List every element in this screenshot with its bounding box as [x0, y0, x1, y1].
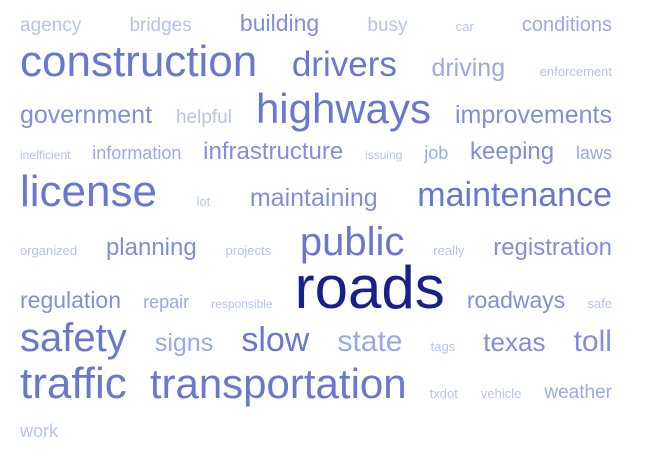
- cloud-word: slow: [241, 321, 310, 359]
- cloud-line: license lot maintaining maintenance: [20, 170, 612, 214]
- cloud-line: organized planning projects public reall…: [20, 222, 612, 262]
- cloud-word: license: [20, 167, 157, 216]
- cloud-line: inefficient information infrastructure i…: [20, 140, 612, 164]
- cloud-word: driving: [431, 54, 506, 82]
- cloud-word: information: [92, 143, 182, 163]
- cloud-word: laws: [575, 143, 612, 163]
- cloud-word: safety: [20, 316, 127, 360]
- cloud-word: toll: [573, 325, 612, 358]
- cloud-line: work: [20, 422, 612, 440]
- cloud-word: keeping: [470, 138, 555, 165]
- cloud-word: repair: [143, 292, 190, 312]
- cloud-word: registration: [493, 234, 612, 261]
- cloud-word: building: [239, 10, 320, 36]
- cloud-line: agency bridges building busy car conditi…: [20, 10, 612, 36]
- cloud-word: really: [433, 243, 465, 258]
- cloud-line: regulation repair responsible roads road…: [20, 258, 612, 318]
- cloud-word: bridges: [129, 15, 192, 36]
- cloud-word: projects: [225, 243, 272, 258]
- cloud-word: conditions: [521, 14, 612, 36]
- cloud-word: public: [299, 220, 405, 264]
- cloud-word: organized: [20, 243, 78, 258]
- cloud-word: planning: [105, 234, 197, 261]
- cloud-word: helpful: [175, 107, 232, 128]
- cloud-word: texas: [483, 327, 546, 357]
- cloud-word: regulation: [20, 287, 122, 313]
- cloud-word: government: [20, 101, 153, 129]
- cloud-word: work: [20, 421, 59, 441]
- cloud-word: highways: [255, 85, 432, 132]
- cloud-word: safe: [587, 296, 612, 311]
- cloud-line: construction drivers driving enforcement: [20, 40, 612, 84]
- cloud-word: improvements: [455, 101, 612, 129]
- cloud-word: issuing: [365, 148, 403, 162]
- cloud-word: vehicle: [480, 386, 522, 401]
- cloud-line: government helpful highways improvements: [20, 88, 612, 130]
- cloud-word: txdot: [429, 386, 458, 401]
- cloud-word: job: [424, 143, 449, 163]
- cloud-word: transportation: [149, 360, 407, 407]
- cloud-line: safety signs slow state tags texas toll: [20, 318, 612, 358]
- cloud-word: tags: [430, 339, 456, 354]
- cloud-word: roads: [294, 254, 445, 321]
- cloud-word: roadways: [466, 287, 566, 313]
- cloud-word: busy: [367, 15, 408, 36]
- cloud-word: construction: [20, 37, 258, 86]
- cloud-word: drivers: [291, 45, 397, 84]
- cloud-line: traffic transportation txdot vehicle wea…: [20, 362, 612, 406]
- cloud-word: infrastructure: [203, 138, 344, 165]
- cloud-word: car: [455, 19, 474, 34]
- cloud-word: lot: [196, 194, 211, 209]
- cloud-word: inefficient: [20, 148, 71, 162]
- cloud-word: enforcement: [539, 64, 612, 79]
- cloud-word: state: [337, 325, 403, 358]
- cloud-word: weather: [544, 382, 612, 403]
- cloud-word: agency: [20, 15, 82, 36]
- cloud-word: responsible: [211, 297, 273, 311]
- cloud-word: maintenance: [417, 176, 612, 214]
- cloud-word: maintaining: [249, 184, 378, 212]
- cloud-word: signs: [154, 329, 214, 357]
- cloud-word: traffic: [20, 359, 127, 408]
